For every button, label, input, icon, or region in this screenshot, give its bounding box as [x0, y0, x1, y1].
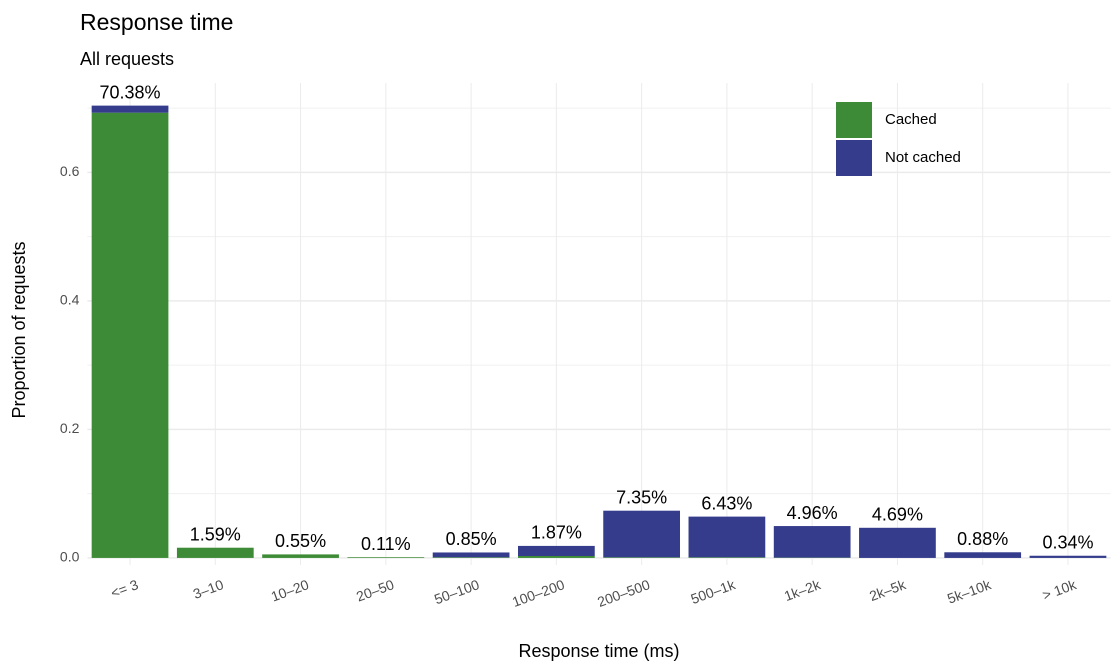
data-label: 0.88%	[957, 529, 1008, 549]
data-label: 70.38%	[100, 82, 161, 102]
bar-segment	[773, 526, 851, 558]
bar-segment	[432, 557, 510, 558]
data-label: 1.59%	[190, 524, 241, 544]
y-tick-label: 0.6	[60, 163, 80, 179]
y-tick-label: 0.0	[60, 549, 80, 565]
bar-segment	[688, 557, 766, 558]
chart-subtitle: All requests	[80, 49, 174, 69]
data-label: 4.96%	[787, 503, 838, 523]
x-tick-label: 50–100	[432, 576, 482, 607]
x-tick-label: 2k–5k	[867, 576, 909, 604]
x-tick-label: 1k–2k	[782, 576, 824, 604]
x-tick-label: 200–500	[595, 576, 652, 610]
x-tick-label: 100–200	[510, 576, 567, 610]
data-label: 7.35%	[616, 487, 667, 507]
x-tick-label: 5k–10k	[945, 576, 994, 607]
legend-label: Cached	[885, 111, 937, 128]
bar-segment	[603, 510, 681, 558]
bar-segment	[603, 557, 681, 558]
data-label: 1.87%	[531, 523, 582, 543]
data-label: 6.43%	[701, 493, 752, 513]
x-tick-label: 500–1k	[689, 576, 739, 607]
data-label: 0.55%	[275, 531, 326, 551]
bar-segment	[176, 547, 254, 558]
data-label: 0.34%	[1042, 532, 1093, 552]
chart-title: Response time	[80, 9, 233, 35]
legend-key	[836, 102, 872, 138]
bar-segment	[517, 545, 595, 557]
y-tick-label: 0.4	[60, 292, 80, 308]
data-label: 4.69%	[872, 505, 923, 525]
bar-segment	[944, 552, 1022, 558]
x-axis-title: Response time (ms)	[518, 641, 679, 661]
bar-segment	[432, 552, 510, 558]
x-tick-label: 10–20	[269, 576, 311, 604]
bar-segment	[91, 112, 169, 558]
y-tick-label: 0.2	[60, 420, 80, 436]
x-tick-label: > 10k	[1040, 576, 1079, 603]
y-axis-title: Proportion of requests	[9, 241, 29, 418]
x-tick-label: 20–50	[354, 576, 396, 604]
bar-segment	[262, 554, 339, 558]
x-tick-label: 3–10	[191, 576, 226, 602]
x-tick-label: <= 3	[109, 576, 141, 601]
bar-segment	[688, 516, 766, 558]
bar-segment	[859, 527, 936, 558]
data-label: 0.85%	[446, 529, 497, 549]
bar-segment	[1029, 555, 1107, 558]
legend-key	[836, 140, 872, 176]
bar-segment	[91, 105, 169, 113]
legend-label: Not cached	[885, 149, 961, 166]
data-label: 0.11%	[361, 534, 411, 554]
bar-segment	[347, 557, 425, 558]
bar-segment	[517, 556, 595, 558]
